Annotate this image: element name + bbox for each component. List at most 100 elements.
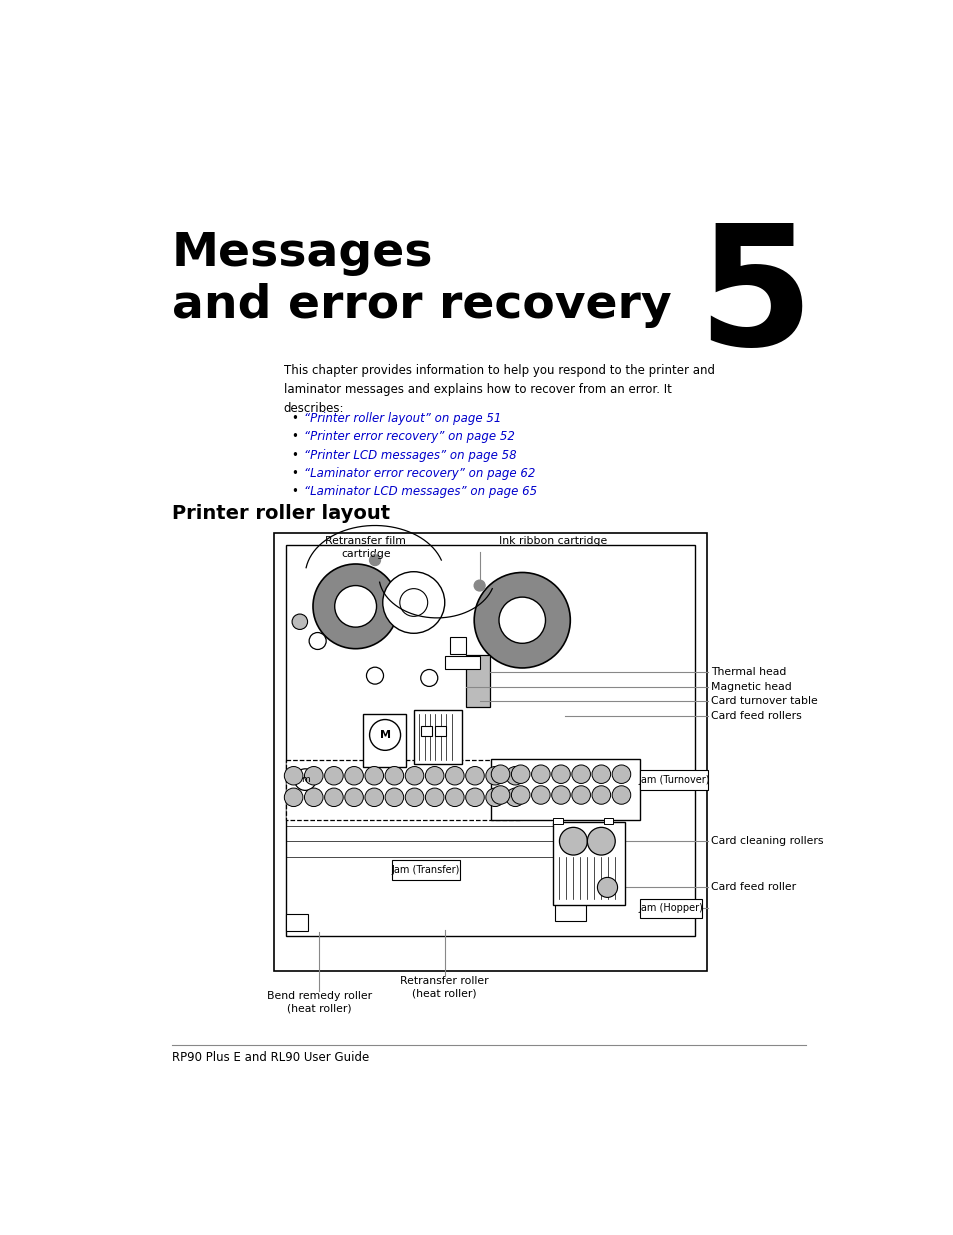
- Circle shape: [474, 580, 484, 592]
- Text: Jam (Transfer): Jam (Transfer): [392, 864, 460, 874]
- Bar: [392, 861, 459, 879]
- Bar: [466, 655, 489, 708]
- Circle shape: [551, 764, 570, 783]
- Text: “Laminator error recovery” on page 62: “Laminator error recovery” on page 62: [303, 467, 535, 480]
- Text: “Printer error recovery” on page 52: “Printer error recovery” on page 52: [303, 430, 514, 443]
- Bar: [435, 726, 446, 736]
- Circle shape: [324, 767, 343, 785]
- Circle shape: [491, 785, 509, 804]
- Circle shape: [531, 785, 550, 804]
- Circle shape: [366, 667, 383, 684]
- Circle shape: [592, 764, 610, 783]
- Circle shape: [571, 785, 590, 804]
- Bar: [555, 904, 585, 921]
- Bar: [450, 637, 465, 655]
- Bar: [639, 899, 701, 918]
- Bar: [421, 726, 432, 736]
- Bar: [414, 710, 461, 764]
- Circle shape: [491, 764, 509, 783]
- Text: Thermal head: Thermal head: [710, 667, 785, 677]
- Circle shape: [284, 767, 303, 785]
- Circle shape: [498, 597, 545, 643]
- Circle shape: [571, 764, 590, 783]
- Circle shape: [313, 564, 397, 648]
- Circle shape: [420, 669, 437, 687]
- Circle shape: [425, 767, 443, 785]
- Text: Messages: Messages: [172, 231, 433, 277]
- Text: •: •: [291, 485, 298, 499]
- Bar: [363, 714, 406, 767]
- Circle shape: [385, 788, 403, 806]
- Circle shape: [612, 785, 630, 804]
- Bar: [553, 823, 624, 905]
- Circle shape: [365, 788, 383, 806]
- Text: •: •: [291, 448, 298, 462]
- Circle shape: [294, 769, 315, 790]
- Circle shape: [292, 614, 307, 630]
- Circle shape: [324, 788, 343, 806]
- Circle shape: [612, 764, 630, 783]
- Bar: [603, 818, 612, 824]
- Text: “Printer LCD messages” on page 58: “Printer LCD messages” on page 58: [303, 448, 516, 462]
- Circle shape: [335, 585, 376, 627]
- Circle shape: [425, 788, 443, 806]
- Bar: [491, 758, 639, 820]
- Text: Jam (Turnover): Jam (Turnover): [638, 774, 709, 784]
- Bar: [639, 771, 707, 789]
- Text: Card feed roller: Card feed roller: [710, 882, 795, 893]
- Circle shape: [309, 632, 326, 650]
- Circle shape: [365, 767, 383, 785]
- Circle shape: [385, 767, 403, 785]
- Circle shape: [304, 788, 323, 806]
- Text: Retransfer film
cartridge: Retransfer film cartridge: [325, 536, 406, 558]
- Circle shape: [531, 764, 550, 783]
- Text: Card cleaning rollers: Card cleaning rollers: [710, 836, 822, 846]
- Text: •: •: [291, 430, 298, 443]
- Circle shape: [597, 877, 617, 898]
- Circle shape: [405, 788, 423, 806]
- Bar: [274, 534, 706, 971]
- Circle shape: [485, 767, 504, 785]
- Text: M: M: [379, 730, 390, 740]
- Circle shape: [592, 785, 610, 804]
- Text: and error recovery: and error recovery: [172, 283, 671, 329]
- Text: m: m: [300, 776, 310, 784]
- Circle shape: [465, 767, 484, 785]
- Circle shape: [587, 827, 615, 855]
- Bar: [286, 761, 521, 820]
- Circle shape: [284, 788, 303, 806]
- Circle shape: [399, 589, 427, 616]
- Circle shape: [344, 788, 363, 806]
- Text: Ink ribbon cartridge: Ink ribbon cartridge: [498, 536, 607, 546]
- Text: Retransfer roller
(heat roller): Retransfer roller (heat roller): [400, 976, 489, 998]
- Bar: [444, 656, 480, 668]
- Circle shape: [445, 788, 464, 806]
- Circle shape: [405, 767, 423, 785]
- Bar: [286, 914, 307, 931]
- Text: Card feed rollers: Card feed rollers: [710, 710, 801, 721]
- Circle shape: [369, 720, 400, 751]
- Circle shape: [445, 767, 464, 785]
- Text: RP90 Plus E and RL90 User Guide: RP90 Plus E and RL90 User Guide: [172, 1051, 369, 1063]
- Circle shape: [369, 555, 380, 566]
- Bar: [553, 818, 562, 824]
- Circle shape: [511, 764, 530, 783]
- Text: Jam (Hopper): Jam (Hopper): [638, 903, 702, 913]
- Circle shape: [485, 788, 504, 806]
- Circle shape: [505, 788, 524, 806]
- Text: Bend remedy roller
(heat roller): Bend remedy roller (heat roller): [266, 992, 372, 1014]
- Circle shape: [511, 785, 530, 804]
- Text: Magnetic head: Magnetic head: [710, 682, 790, 692]
- Circle shape: [558, 827, 587, 855]
- Circle shape: [474, 573, 570, 668]
- Text: This chapter provides information to help you respond to the printer and
laminat: This chapter provides information to hel…: [283, 364, 714, 415]
- Bar: [286, 545, 695, 936]
- Text: Card turnover table: Card turnover table: [710, 697, 817, 706]
- Text: “Printer roller layout” on page 51: “Printer roller layout” on page 51: [303, 411, 500, 425]
- Circle shape: [465, 788, 484, 806]
- Text: Printer roller layout: Printer roller layout: [172, 504, 390, 522]
- Circle shape: [382, 572, 444, 634]
- Text: •: •: [291, 467, 298, 480]
- Circle shape: [304, 767, 323, 785]
- Text: 5: 5: [697, 217, 812, 380]
